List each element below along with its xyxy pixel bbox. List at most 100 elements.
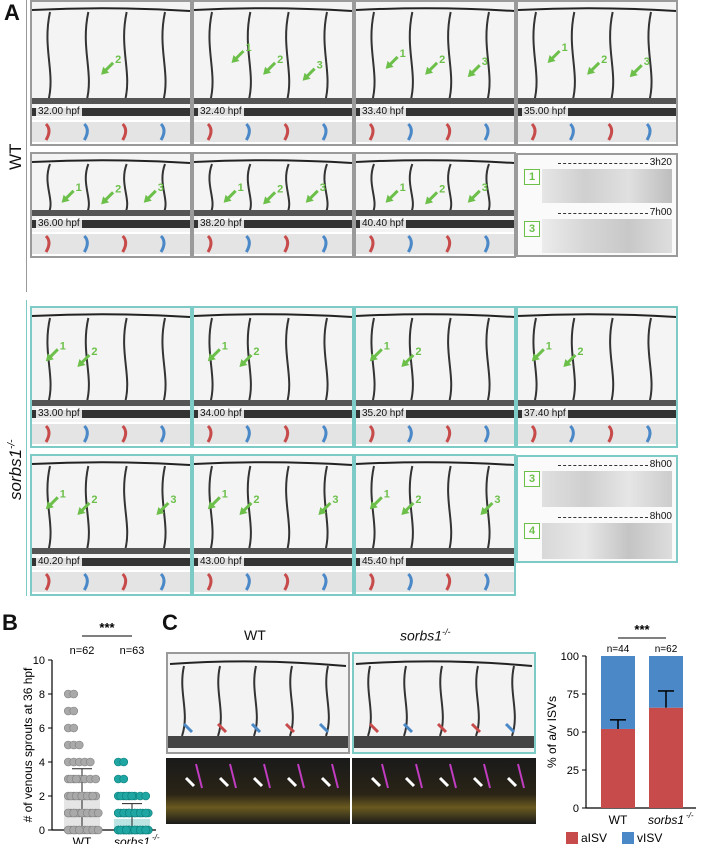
ko-row2-tile-2-arrowhead-1 (401, 507, 410, 515)
b-point-0-26 (93, 808, 103, 818)
ko-row1-tile-1-isv-2 (285, 317, 291, 405)
ko-row1-tile-2: 1 2 35.20 hpf (354, 306, 516, 448)
ko-row2-tile-0-isv-2 (123, 465, 129, 553)
ko-row1-tile-3-trace-2 (607, 424, 614, 443)
wt-row1-tile-1-arrow-num-1: 2 (277, 54, 283, 66)
ko-row1-tile-2-da (356, 400, 514, 406)
c-ko-fluor-isv-2 (449, 763, 457, 789)
b-point-0-55 (74, 740, 84, 750)
ko-row2-tile-1-trace-1 (245, 572, 251, 591)
c-ko-isv-1 (403, 665, 408, 737)
c-xtick-label-0: WT (609, 813, 628, 827)
wt-row2-tile-1-arrowhead-2 (305, 194, 314, 203)
ko-row1-tile-1-da (194, 400, 352, 406)
ko-inset-arrow-2 (558, 517, 648, 518)
ko-row1-tile-1-dlav (194, 313, 352, 318)
wt-row2-tile-0-da (32, 210, 190, 216)
wt-row2-tile-2-dlav (356, 159, 514, 164)
ko-row1-tile-2-arrowhead-0 (369, 353, 378, 362)
b-xtick-label-0: WT (73, 835, 92, 844)
wt-row1-tile-3-trace-bg (518, 122, 676, 142)
wt-row1-tile-0-isv-3 (161, 11, 167, 103)
ko-group-frame (26, 300, 27, 596)
wt-row2-tile-0-trace-0 (44, 234, 51, 253)
wt-row2-tile-0-arrow-num-1: 2 (115, 183, 121, 195)
ko-row1-tile-1-arrow-num-0: 1 (222, 340, 228, 352)
panel-c-chart: 0 25 50 75 100 % of a/v ISVs WT sorbs1 -/- n=44 n=… (546, 622, 696, 845)
c-wt-isv-3 (289, 665, 294, 737)
wt-inset: 3h20 1 7h00 3 (516, 153, 678, 257)
wt-row1-tile-2-arrowhead-1 (425, 66, 434, 75)
wt-row1-tile-2-arrow-num-2: 3 (482, 56, 488, 68)
ko-row1-tile-0-isv-0 (46, 317, 52, 405)
ko-row2-tile-0-image: 1 2 3 (32, 456, 190, 592)
panel-letter-a: A (4, 0, 20, 25)
c-ko-arrow-1 (402, 722, 414, 734)
ko-row1-tile-0-arrowhead-0 (45, 353, 54, 362)
ko-row2-tile-2-timestamp: 45.40 hpf (360, 556, 406, 567)
ko-inset-num-1: 3 (524, 471, 540, 487)
wt-row1-tile-1-trace-1 (245, 122, 251, 141)
b-ytick-label-0: 0 (39, 825, 45, 837)
ko-row2-tile-2-image: 1 2 3 (356, 456, 514, 592)
ko-row1-tile-0-isv-2 (123, 317, 129, 405)
wt-row2-tile-2-image: 1 2 3 (356, 154, 514, 254)
c-bar-aisv-1 (649, 707, 683, 808)
wt-label: WT (6, 143, 25, 170)
ko-row2-tile-2-arrow-num-2: 3 (494, 494, 500, 506)
ko-inset-strip-1 (542, 471, 672, 507)
ko-row1-tile-3-arrow-num-0: 1 (546, 340, 552, 352)
wt-side-label: WT (6, 144, 26, 170)
wt-row1-tile-0-arrowhead-0 (101, 66, 110, 75)
c-legend-aisv-label: aISV (581, 831, 607, 845)
ko-row2-tile-2-isv-1 (408, 465, 414, 553)
ko-row2-tile-0-arrow-num-2: 3 (170, 494, 176, 506)
panel-letter-c: C (162, 610, 178, 635)
ko-row2-tile-1-trace-bg (194, 572, 352, 592)
c-wt-white-arrow-1 (218, 776, 230, 788)
ko-row2-tile-2-arrow-num-0: 1 (384, 488, 390, 500)
c-wt-arrow-0 (182, 722, 194, 734)
c-legend-visv-swatch (622, 832, 634, 844)
ko-row1-tile-3-isv-0 (532, 317, 538, 405)
wt-row1-tile-1-arrowhead-0 (231, 55, 240, 63)
c-wt-arrow-1 (216, 722, 228, 734)
ko-row1-tile-0-timestamp: 33.00 hpf (36, 408, 82, 419)
ko-row2-tile-1-arrowhead-0 (207, 501, 216, 510)
ko-row1-tile-2-isv-1 (408, 317, 414, 405)
c-ytick-label-25: 25 (567, 765, 579, 777)
wt-row1-tile-2-trace-1 (407, 122, 413, 141)
wt-row1-tile-0-trace-1 (83, 122, 89, 141)
ko-row1-tile-0-trace-bg (32, 424, 190, 444)
wt-row2-tile-1-trace-3 (321, 234, 328, 253)
ko-row1-tile-1-trace-0 (206, 424, 213, 443)
wt-row2-tile-2-trace-bg (356, 234, 514, 254)
wt-row1-tile-1-pcv (194, 108, 352, 116)
b-sig: *** (99, 620, 115, 635)
wt-inset-arrow-1 (558, 163, 648, 164)
wt-row1-tile-3-isv-1 (570, 11, 576, 103)
c-wt-arrow-4 (318, 722, 330, 734)
ko-row1-tile-3-trace-bg (518, 424, 676, 444)
wt-row2-tile-0-pcv (32, 220, 190, 228)
b-point-1-60 (119, 774, 129, 784)
wt-row2-tile-2-arrowhead-1 (425, 196, 434, 205)
c-ytick-label-0: 0 (573, 803, 579, 815)
ko-row1-tile-2-dlav (356, 313, 514, 318)
wt-row1-tile-3-trace-1 (569, 122, 575, 141)
ko-row2-tile-1-da (194, 548, 352, 554)
ko-row2-tile-2-isv-2 (447, 465, 453, 553)
ko-row1-tile-1-trace-3 (321, 424, 328, 443)
wt-row2-tile-1-timestamp: 38.20 hpf (198, 218, 244, 229)
ko-row1-tile-3-arrow-num-1: 2 (577, 346, 583, 358)
panel-letter-b: B (2, 610, 18, 635)
wt-row1-tile-1-arrow-num-2: 3 (317, 60, 323, 72)
wt-row1-tile-0-trace-2 (121, 122, 128, 141)
b-point-0-14 (74, 825, 84, 835)
wt-row1-tile-3-arrow-num-2: 3 (644, 56, 650, 68)
wt-row2-tile-2-trace-2 (445, 234, 452, 253)
wt-row1-tile-3-isv-0 (532, 11, 538, 103)
c-ko-fluor-isv-3 (483, 763, 491, 789)
wt-row1-tile-2-arrowhead-0 (385, 60, 394, 69)
